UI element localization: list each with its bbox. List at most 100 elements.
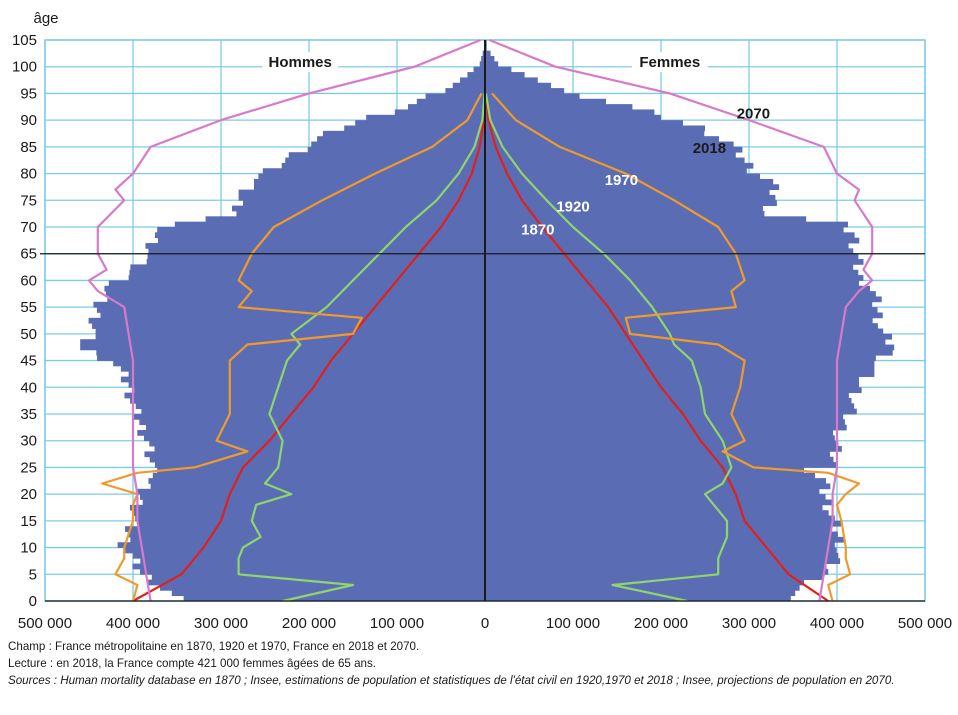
pyramid-bar-men — [157, 237, 485, 244]
pyramid-bar-men — [236, 210, 485, 217]
y-tick-label: 90 — [20, 112, 37, 129]
pyramid-bar-men — [127, 531, 485, 538]
pyramid-bar-women — [485, 381, 859, 388]
pyramid-bar-women — [485, 542, 835, 548]
pyramid-bar-men — [128, 371, 485, 377]
pyramid-bar-men — [129, 504, 486, 511]
pyramid-bar-men — [105, 291, 485, 297]
pyramid-bar-women — [485, 472, 815, 479]
pyramid-bar-men — [322, 130, 485, 137]
y-tick-label: 25 — [20, 459, 37, 476]
pyramid-bar-women — [485, 403, 855, 410]
pyramid-bar-women — [485, 376, 859, 383]
pyramid-bar-men — [107, 296, 485, 303]
pyramid-bar-women — [485, 488, 820, 495]
pyramid-bar-men — [355, 120, 485, 126]
y-tick-label: 95 — [20, 85, 37, 102]
pyramid-bar-men — [104, 285, 486, 292]
pyramid-bar-women — [485, 104, 633, 110]
pyramid-bar-men — [130, 536, 486, 543]
series-layer — [87, 38, 874, 603]
pyramid-bar-women — [485, 590, 796, 597]
x-tick-label: 300 000 — [722, 615, 776, 632]
pyramid-bar-men — [100, 312, 485, 319]
pyramid-bar-men — [232, 205, 485, 212]
pyramid-bar-women — [485, 430, 834, 436]
pyramid-bar-men — [155, 462, 485, 468]
series-label-1870: 1870 — [521, 222, 554, 239]
chart-notes: Champ : France métropolitaine en 1870, 1… — [8, 638, 952, 689]
pyramid-bar-men — [135, 403, 485, 410]
pyramid-bar-men — [238, 194, 485, 201]
pyramid-bar-men — [425, 93, 485, 100]
pyramid-bar-men — [160, 584, 486, 591]
pyramid-bar-men — [473, 66, 485, 73]
pyramid-bar-men — [134, 387, 485, 394]
pyramid-bar-women — [485, 77, 538, 84]
pyramid-bar-women — [485, 424, 847, 431]
pyramid-bar-women — [485, 536, 845, 543]
pyramid-bar-women — [485, 269, 859, 276]
pyramid-bar-men — [243, 200, 485, 207]
pyramid-bar-women — [485, 547, 837, 554]
pyramid-bar-men — [408, 104, 485, 110]
y-tick-label: 70 — [20, 219, 37, 236]
pyramid-bar-men — [137, 488, 485, 495]
pyramid-bar-men — [460, 77, 485, 84]
pyramid-bar-women — [485, 66, 512, 73]
pyramid-bar-women — [485, 125, 705, 132]
pyramid-bar-men — [317, 136, 485, 142]
series-line-1970-men — [101, 92, 483, 602]
pyramid-bar-women — [485, 275, 864, 281]
pyramid-bar-men — [157, 467, 485, 474]
side-label-bg — [262, 52, 339, 72]
pyramid-bar-women — [485, 253, 859, 260]
pyramid-bar-men — [132, 414, 485, 420]
pyramid-bar-men — [157, 227, 485, 233]
pyramid-bar-women — [485, 307, 878, 313]
pyramid-bar-men — [238, 189, 485, 196]
pyramid-bar-women — [485, 526, 832, 532]
pyramid-bar-women — [485, 595, 791, 602]
x-tick-label: 200 000 — [634, 615, 688, 632]
pyramid-bar-men — [144, 451, 485, 458]
pyramid-bar-men — [148, 248, 485, 255]
pyramid-bar-men — [96, 307, 486, 313]
pyramid-bar-women — [485, 317, 873, 324]
series-line-1920-men — [237, 93, 486, 603]
pyramid-bar-men — [125, 526, 485, 532]
pyramid-bar-men — [128, 381, 485, 388]
y-tick-label: 0 — [29, 593, 37, 610]
pyramid-bar-women — [485, 344, 895, 351]
pyramid-bar-women — [485, 360, 875, 367]
x-tick-label: 100 000 — [546, 615, 600, 632]
population-pyramid-chart: 0 5 10 15 20 25 30 35 40 45 50 55 60 65 70 75 80 85 90 95 10… — [12, 10, 952, 632]
pyramid-bar-men — [80, 344, 485, 351]
y-tick-label: 15 — [20, 513, 37, 530]
pyramid-bar-men — [139, 419, 485, 426]
series-line-1920-women — [484, 93, 733, 603]
pyramid-bar-women — [485, 552, 839, 559]
pyramid-bar-men — [467, 72, 485, 78]
pyramid-bar-women — [485, 168, 747, 174]
pyramid-bar-men — [416, 98, 485, 105]
pyramid-bar-men — [452, 82, 485, 89]
pyramid-bar-men — [88, 317, 485, 324]
y-tick-label: 5 — [29, 566, 37, 583]
axis-layer: 0 5 10 15 20 25 30 35 40 45 50 55 60 65 70 75 80 85 90 95 10… — [12, 10, 952, 632]
pyramid-bar-men — [482, 50, 485, 57]
pyramid-bar-women — [485, 237, 860, 244]
pyramid-bar-women — [485, 141, 734, 148]
pyramid-bar-men — [149, 456, 485, 463]
pyramid-bar-women — [485, 130, 705, 137]
pyramid-bar-women — [485, 339, 886, 345]
pyramid-bar-women — [485, 109, 655, 116]
pyramid-bar-women — [485, 243, 849, 249]
pyramid-bar-women — [485, 435, 835, 442]
pyramid-bar-men — [120, 365, 486, 372]
pyramid-bar-men — [394, 109, 485, 116]
x-tick-label: 0 — [481, 615, 489, 632]
pyramid-bar-men — [154, 446, 485, 452]
pyramid-bar-men — [124, 392, 486, 399]
pyramid-bar-men — [125, 547, 485, 554]
